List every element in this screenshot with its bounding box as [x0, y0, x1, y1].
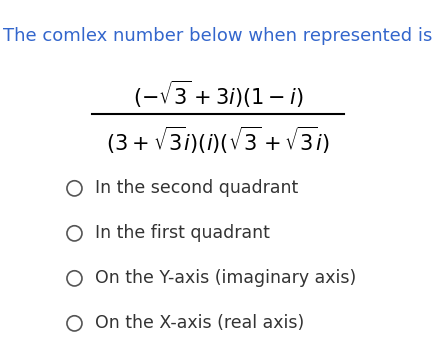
- Text: In the second quadrant: In the second quadrant: [95, 179, 298, 197]
- Text: The comlex number below when represented is: The comlex number below when represented…: [3, 27, 433, 45]
- Text: $(-\sqrt{3}+3i)(1-i)$: $(-\sqrt{3}+3i)(1-i)$: [133, 79, 303, 111]
- Text: On the X-axis (real axis): On the X-axis (real axis): [95, 314, 304, 332]
- Text: On the Y-axis (imaginary axis): On the Y-axis (imaginary axis): [95, 269, 356, 287]
- Text: $(3+\sqrt{3}i)(i)(\sqrt{3}+\sqrt{3}i)$: $(3+\sqrt{3}i)(i)(\sqrt{3}+\sqrt{3}i)$: [106, 124, 330, 156]
- Text: In the first quadrant: In the first quadrant: [95, 224, 270, 242]
